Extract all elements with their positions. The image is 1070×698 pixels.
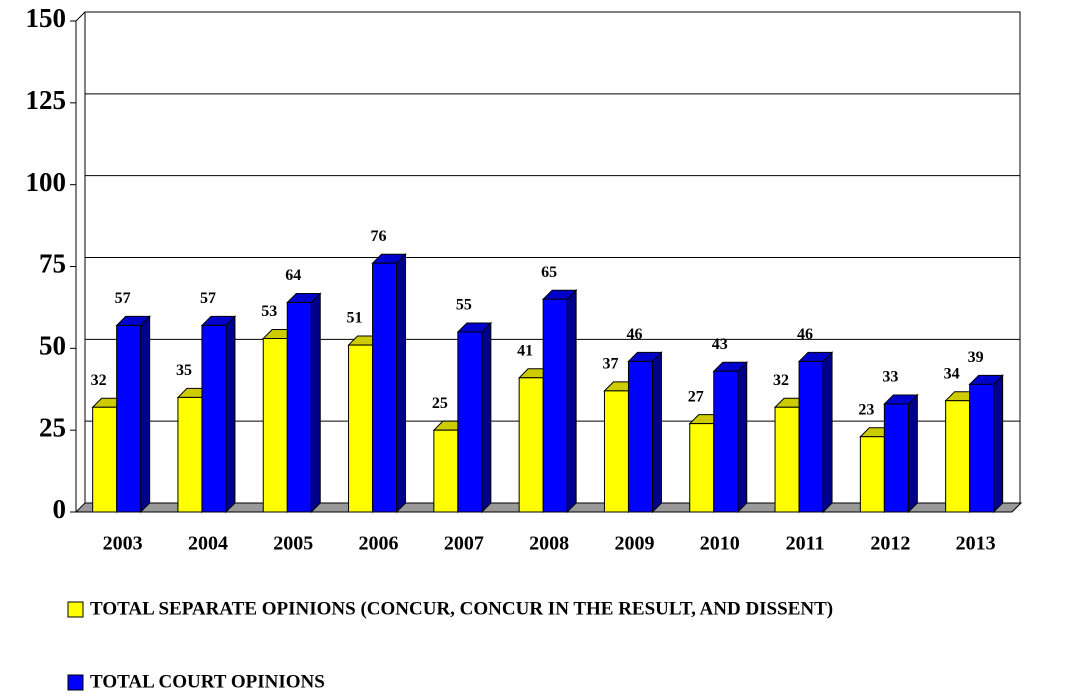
bar-face bbox=[822, 351, 833, 514]
bar-face bbox=[737, 361, 748, 514]
value-label: 25 bbox=[432, 395, 448, 412]
bar-face bbox=[542, 298, 568, 513]
bar-face bbox=[481, 321, 492, 514]
value-label: 55 bbox=[456, 297, 472, 314]
legend-swatch bbox=[67, 674, 84, 691]
bar bbox=[541, 289, 578, 514]
bar-face bbox=[774, 406, 800, 513]
value-label: 46 bbox=[626, 326, 642, 343]
bar-face bbox=[627, 360, 653, 513]
y-tick-label: 150 bbox=[26, 3, 67, 33]
x-tick-label: 2005 bbox=[273, 533, 313, 555]
bar-face bbox=[883, 403, 909, 513]
y-tick-label: 100 bbox=[26, 167, 67, 197]
value-label: 23 bbox=[858, 401, 874, 418]
bar-face bbox=[993, 374, 1004, 514]
bar-face bbox=[689, 423, 715, 513]
value-label: 33 bbox=[882, 369, 898, 386]
bar bbox=[200, 315, 237, 514]
x-tick-label: 2003 bbox=[103, 533, 143, 555]
bar-face bbox=[518, 377, 544, 513]
value-label: 39 bbox=[968, 349, 984, 366]
x-tick-label: 2004 bbox=[188, 533, 228, 555]
legend-swatch bbox=[67, 601, 84, 618]
bar-face bbox=[310, 292, 321, 514]
bar-face bbox=[457, 331, 483, 513]
value-label: 76 bbox=[371, 228, 387, 245]
legend-label: TOTAL SEPARATE OPINIONS (CONCUR, CONCUR … bbox=[90, 598, 833, 619]
bar-face bbox=[225, 315, 236, 514]
bar-face bbox=[945, 400, 971, 513]
x-tick-label: 2006 bbox=[359, 533, 399, 555]
bar-face bbox=[433, 429, 459, 513]
value-label: 27 bbox=[688, 388, 704, 405]
bar bbox=[797, 351, 834, 514]
bar-face bbox=[286, 302, 312, 513]
value-label: 65 bbox=[541, 264, 557, 281]
bar bbox=[883, 393, 919, 514]
value-label: 43 bbox=[712, 336, 728, 353]
x-tick-label: 2012 bbox=[870, 533, 910, 555]
bar-face bbox=[798, 360, 824, 513]
bar-face bbox=[603, 390, 629, 513]
y-tick-label: 25 bbox=[39, 412, 66, 442]
bar-face bbox=[116, 324, 142, 513]
y-tick-label: 75 bbox=[39, 249, 66, 279]
wall-edge bbox=[75, 11, 86, 22]
value-label: 57 bbox=[115, 290, 131, 307]
bar bbox=[115, 315, 151, 514]
value-label: 53 bbox=[261, 303, 277, 320]
value-label: 46 bbox=[797, 326, 813, 343]
x-tick-label: 2008 bbox=[529, 533, 569, 555]
bar bbox=[456, 321, 493, 514]
bar-face bbox=[713, 370, 739, 513]
y-tick-label: 125 bbox=[26, 85, 67, 115]
bar-face bbox=[348, 344, 374, 513]
x-tick-label: 2007 bbox=[444, 533, 484, 555]
bar-face bbox=[140, 315, 151, 514]
bar-face bbox=[177, 396, 203, 513]
bar-face bbox=[566, 289, 577, 514]
value-label: 34 bbox=[944, 365, 960, 382]
bar-face bbox=[262, 338, 288, 513]
bar bbox=[286, 292, 322, 514]
value-label: 51 bbox=[347, 310, 363, 327]
value-label: 37 bbox=[602, 356, 618, 373]
bar-face bbox=[651, 351, 662, 514]
bar-face bbox=[396, 253, 407, 514]
bar bbox=[371, 253, 407, 514]
bar-face bbox=[372, 262, 398, 513]
value-label: 64 bbox=[285, 267, 301, 284]
legend-label: TOTAL COURT OPINIONS bbox=[90, 671, 325, 692]
y-tick-label: 50 bbox=[39, 331, 66, 361]
bar-face bbox=[907, 393, 918, 514]
bar-face bbox=[201, 324, 227, 513]
value-label: 41 bbox=[517, 342, 533, 359]
bar-face bbox=[969, 383, 995, 513]
x-tick-label: 2009 bbox=[614, 533, 654, 555]
value-label: 57 bbox=[200, 290, 216, 307]
x-tick-label: 2010 bbox=[700, 533, 740, 555]
bar-face bbox=[92, 406, 118, 513]
x-tick-label: 2013 bbox=[956, 533, 996, 555]
value-label: 35 bbox=[176, 362, 192, 379]
bar bbox=[627, 351, 663, 514]
bar bbox=[968, 374, 1004, 514]
value-label: 32 bbox=[91, 372, 107, 389]
y-tick-label: 0 bbox=[53, 494, 67, 524]
x-tick-label: 2011 bbox=[786, 533, 825, 555]
bar bbox=[712, 361, 748, 514]
bar-face bbox=[859, 436, 885, 513]
value-label: 32 bbox=[773, 372, 789, 389]
